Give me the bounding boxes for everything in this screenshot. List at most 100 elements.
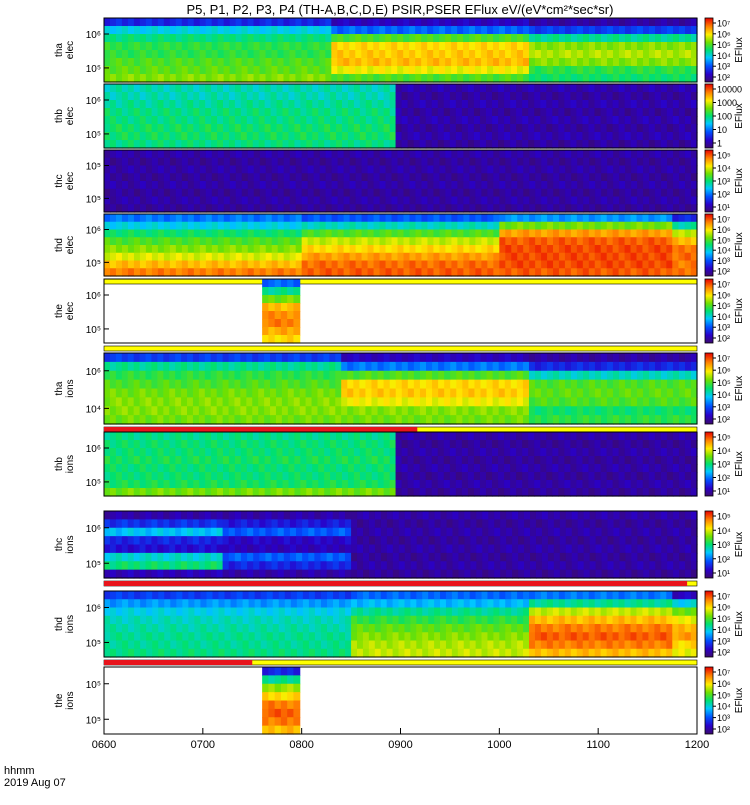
spectrogram-cell	[445, 237, 452, 245]
spectrogram-cell	[367, 50, 374, 59]
spectrogram-cell	[607, 166, 614, 174]
spectrogram-cell	[589, 261, 596, 269]
spectrogram-cell	[415, 261, 422, 269]
spectrogram-cell	[523, 66, 530, 75]
spectrogram-cell	[140, 158, 147, 166]
spectrogram-cell	[134, 488, 141, 497]
spectrogram-cell	[493, 150, 500, 158]
spectrogram-cell	[110, 84, 117, 93]
spectrogram-cell	[217, 488, 224, 497]
spectrogram-cell	[679, 150, 686, 158]
spectrogram-cell	[631, 253, 638, 261]
spectrogram-cell	[265, 92, 272, 101]
spectrogram-cell	[601, 464, 608, 473]
spectrogram-cell	[110, 214, 117, 222]
spectrogram-cell	[613, 92, 620, 101]
spectrogram-cell	[271, 84, 278, 93]
spectrogram-cell	[217, 397, 224, 406]
spectrogram-cell	[318, 108, 325, 117]
spectrogram-cell	[685, 132, 692, 141]
spectrogram-cell	[589, 230, 596, 238]
spectrogram-cell	[619, 237, 626, 245]
spectrogram-cell	[324, 108, 331, 117]
spectrogram-cell	[356, 158, 363, 166]
spectrogram-cell	[164, 472, 171, 481]
spectrogram-cell	[240, 397, 247, 406]
spectrogram-cell	[329, 353, 336, 362]
spectrogram-cell	[601, 353, 608, 362]
spectrogram-cell	[262, 279, 269, 288]
spectrogram-cell	[289, 74, 296, 83]
spectrogram-cell	[481, 42, 488, 51]
spectrogram-cell	[272, 173, 279, 181]
spectrogram-cell	[288, 448, 295, 457]
spectrogram-cell	[445, 230, 452, 238]
spectrogram-cell	[511, 222, 518, 230]
spectrogram-cell	[390, 440, 397, 449]
spectrogram-cell	[380, 261, 387, 269]
spectrogram-cell	[475, 50, 482, 59]
spectrogram-cell	[433, 158, 440, 166]
spectrogram-cell	[169, 397, 176, 406]
spectrogram-cell	[655, 432, 662, 441]
spectrogram-cell	[499, 237, 506, 245]
spectrogram-cell	[194, 26, 201, 35]
spectrogram-cell	[673, 181, 680, 189]
spectrogram-cell	[241, 456, 248, 465]
spectrogram-cell	[344, 150, 351, 158]
spectrogram-cell	[367, 58, 374, 67]
spectrogram-cell	[546, 488, 553, 497]
spectrogram-cell	[318, 124, 325, 133]
spectrogram-cell	[661, 100, 668, 109]
spectrogram-cell	[480, 84, 487, 93]
spectrogram-cell	[326, 181, 333, 189]
spectrogram-cell	[347, 362, 354, 371]
spectrogram-cell	[463, 18, 470, 27]
spectrogram-cell	[258, 397, 265, 406]
spectrogram-cell	[475, 204, 482, 212]
spectrogram-cell	[655, 197, 662, 205]
spectrogram-cell	[390, 100, 397, 109]
spectrogram-cell	[445, 34, 452, 43]
spectrogram-cell	[248, 181, 255, 189]
spectrogram-cell	[384, 472, 391, 481]
spectrogram-cell	[331, 58, 338, 67]
spectrogram-cell	[313, 58, 320, 67]
spectrogram-cell	[595, 472, 602, 481]
spectrogram-cell	[667, 166, 674, 174]
spectrogram-cell	[146, 166, 153, 174]
spectrogram-cell	[188, 74, 195, 83]
spectrogram-cell	[140, 268, 147, 276]
spectrogram-cell	[547, 189, 554, 197]
spectrogram-cell	[359, 415, 366, 424]
spectrogram-cell	[187, 84, 194, 93]
spectrogram-cell	[402, 456, 409, 465]
spectrogram-cell	[134, 181, 141, 189]
spectrogram-cell	[481, 415, 488, 424]
spectrogram-cell	[354, 92, 361, 101]
spectrogram-cell	[685, 440, 692, 449]
spectrogram-cell	[648, 214, 655, 222]
spectrogram-cell	[517, 389, 524, 398]
spectrogram-cell	[259, 456, 266, 465]
spectrogram-cell	[408, 472, 415, 481]
spectrogram-cell	[242, 181, 249, 189]
spectrogram-cell	[403, 230, 410, 238]
panel-label: elec	[65, 107, 76, 125]
spectrogram-cell	[601, 253, 608, 261]
spectrogram-cell	[462, 389, 469, 398]
spectrogram-cell	[649, 448, 656, 457]
spectrogram-cell	[175, 456, 182, 465]
spectrogram-cell	[582, 464, 589, 473]
spectrogram-cell	[110, 74, 117, 83]
spectrogram-cell	[140, 173, 147, 181]
spectrogram-cell	[685, 140, 692, 149]
spectrogram-cell	[468, 371, 475, 380]
colorbar-tick-label: 10⁵	[717, 151, 731, 161]
spectrogram-cell	[182, 66, 189, 75]
spectrogram-cell	[625, 204, 632, 212]
spectrogram-cell	[248, 158, 255, 166]
spectrogram-cell	[564, 488, 571, 497]
spectrogram-cell	[116, 536, 123, 545]
colorbar-tick-label: 10⁴	[717, 390, 731, 400]
